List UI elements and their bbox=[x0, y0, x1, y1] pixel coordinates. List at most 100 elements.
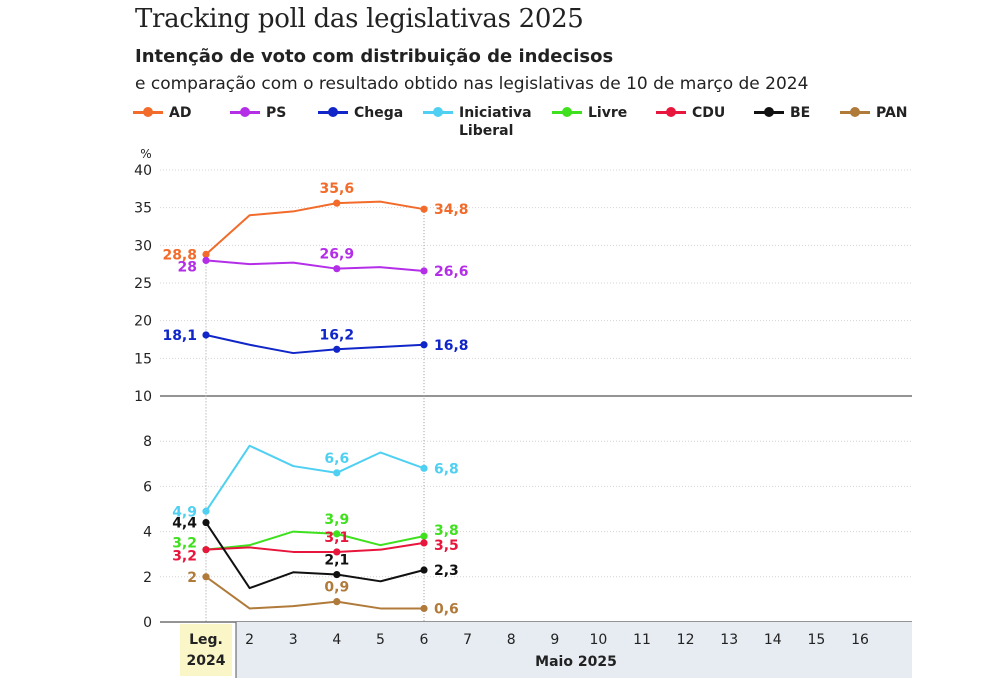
x-tick-label: 9 bbox=[550, 632, 559, 648]
y-tick-label: 2 bbox=[143, 570, 152, 586]
series-line-iniciativa-liberal bbox=[205, 444, 425, 512]
legend-item-livre: Livre bbox=[552, 104, 627, 122]
x-tick-label: 7 bbox=[463, 632, 472, 648]
legend-marker bbox=[133, 104, 163, 120]
data-label-ad: 28,8 bbox=[162, 247, 197, 263]
legend-label: Livre bbox=[588, 105, 628, 121]
data-label-chega: 16,2 bbox=[320, 327, 355, 343]
x-tick-label: 2 bbox=[245, 632, 254, 648]
data-label-ad: 34,8 bbox=[434, 202, 469, 218]
data-label-ad: 35,6 bbox=[320, 181, 355, 197]
data-label-ps: 26,9 bbox=[320, 247, 355, 263]
x-tick-label: 5 bbox=[376, 632, 385, 648]
legend-item-iniciativa-liberal: Iniciativa Liberal bbox=[423, 104, 532, 140]
data-point-cdu bbox=[333, 548, 341, 556]
legend-item-be: BE bbox=[754, 104, 810, 122]
y-tick-label: 15 bbox=[134, 351, 152, 367]
legend-label: Iniciativa Liberal bbox=[459, 105, 532, 139]
x-tick-label: 16 bbox=[851, 632, 869, 648]
legend-label: AD bbox=[169, 105, 192, 121]
legend-label: Chega bbox=[354, 105, 404, 121]
chart-subtitle: Intenção de voto com distribuição de ind… bbox=[135, 46, 614, 67]
x-tick-label: 13 bbox=[720, 632, 738, 648]
x-tick-label: 15 bbox=[807, 632, 825, 648]
data-label-be: 4,4 bbox=[172, 516, 197, 532]
series-line-be bbox=[205, 522, 425, 590]
series-line-pan bbox=[205, 575, 424, 610]
data-label-iniciativa-liberal: 6,6 bbox=[324, 451, 349, 467]
y-tick-label: 6 bbox=[143, 479, 152, 495]
x-tick-label: 14 bbox=[764, 632, 782, 648]
data-point-be bbox=[333, 570, 341, 579]
data-point-be bbox=[420, 566, 428, 574]
legend-item-ps: PS bbox=[230, 104, 286, 122]
data-label-ps: 26,6 bbox=[434, 264, 469, 280]
data-point-chega bbox=[202, 331, 210, 339]
data-label-iniciativa-liberal: 4,9 bbox=[172, 504, 197, 520]
legend-item-ad: AD bbox=[133, 104, 191, 122]
x-tick-label: 4 bbox=[332, 632, 341, 648]
data-label-chega: 16,8 bbox=[434, 338, 469, 354]
legend-marker bbox=[552, 104, 582, 120]
legend-label: BE bbox=[790, 105, 811, 121]
series-line-livre bbox=[205, 530, 425, 551]
data-label-cdu: 3,2 bbox=[172, 549, 197, 565]
data-point-pan bbox=[420, 604, 428, 613]
y-tick-label: 10 bbox=[134, 389, 152, 405]
y-tick-label: 30 bbox=[134, 238, 152, 254]
y-tick-label: 0 bbox=[143, 615, 152, 631]
data-point-chega bbox=[333, 345, 341, 353]
data-point-ad bbox=[202, 250, 210, 258]
x-axis-band bbox=[236, 622, 912, 678]
data-label-be: 2,3 bbox=[434, 563, 459, 579]
x-tick-label: 12 bbox=[677, 632, 695, 648]
data-label-ps: 28 bbox=[178, 259, 197, 275]
data-point-cdu bbox=[202, 546, 210, 554]
legend-marker bbox=[840, 104, 870, 120]
legend-marker bbox=[230, 104, 260, 120]
y-tick-label: 20 bbox=[134, 314, 152, 330]
series-line-ps bbox=[205, 259, 425, 272]
data-label-pan: 0,6 bbox=[434, 601, 459, 617]
y-tick-label: 8 bbox=[143, 434, 152, 450]
chart-description: e comparação com o resultado obtido nas … bbox=[135, 74, 809, 94]
x-axis-label: Maio 2025 bbox=[535, 654, 617, 670]
legend-item-cdu: CDU bbox=[656, 104, 725, 122]
y-tick-label: 40 bbox=[134, 163, 152, 179]
series-line-cdu bbox=[205, 541, 425, 553]
data-label-be: 2,1 bbox=[324, 553, 349, 569]
chart-title: Tracking poll das legislativas 2025 bbox=[135, 4, 584, 34]
data-point-be bbox=[202, 518, 210, 527]
data-point-chega bbox=[420, 341, 428, 349]
x-tick-label-election: 2024 bbox=[187, 653, 226, 669]
data-label-chega: 18,1 bbox=[162, 328, 197, 344]
x-tick-label: 8 bbox=[507, 632, 516, 648]
data-label-livre: 3,8 bbox=[434, 523, 459, 539]
legend-marker bbox=[423, 104, 453, 120]
legend-label: PS bbox=[266, 105, 287, 121]
data-point-livre bbox=[333, 530, 341, 538]
x-tick-label: 6 bbox=[420, 632, 429, 648]
x-tick-label: 3 bbox=[289, 632, 298, 648]
y-tick-label: 4 bbox=[143, 525, 152, 541]
data-label-iniciativa-liberal: 6,8 bbox=[434, 461, 459, 477]
series-line-chega bbox=[205, 334, 425, 355]
x-tick-label: 11 bbox=[633, 632, 651, 648]
legend-marker bbox=[318, 104, 348, 120]
x-axis-election-band bbox=[180, 624, 232, 676]
legend-marker bbox=[656, 104, 686, 120]
series-line-ad bbox=[205, 200, 425, 256]
legend: AD PS Chega Iniciativa Liberal Livre CDU BE PAN bbox=[0, 104, 981, 144]
x-tick-label-election: Leg. bbox=[189, 632, 223, 648]
data-point-iniciativa-liberal bbox=[420, 464, 428, 472]
legend-item-chega: Chega bbox=[318, 104, 403, 122]
legend-label: CDU bbox=[692, 105, 726, 121]
y-unit-label: % bbox=[140, 147, 151, 161]
legend-item-pan: PAN bbox=[840, 104, 908, 122]
legend-marker bbox=[754, 104, 784, 120]
data-point-livre bbox=[420, 532, 428, 540]
data-label-livre: 3,9 bbox=[324, 512, 349, 528]
data-point-pan bbox=[333, 598, 341, 606]
data-point-ps bbox=[202, 256, 210, 264]
